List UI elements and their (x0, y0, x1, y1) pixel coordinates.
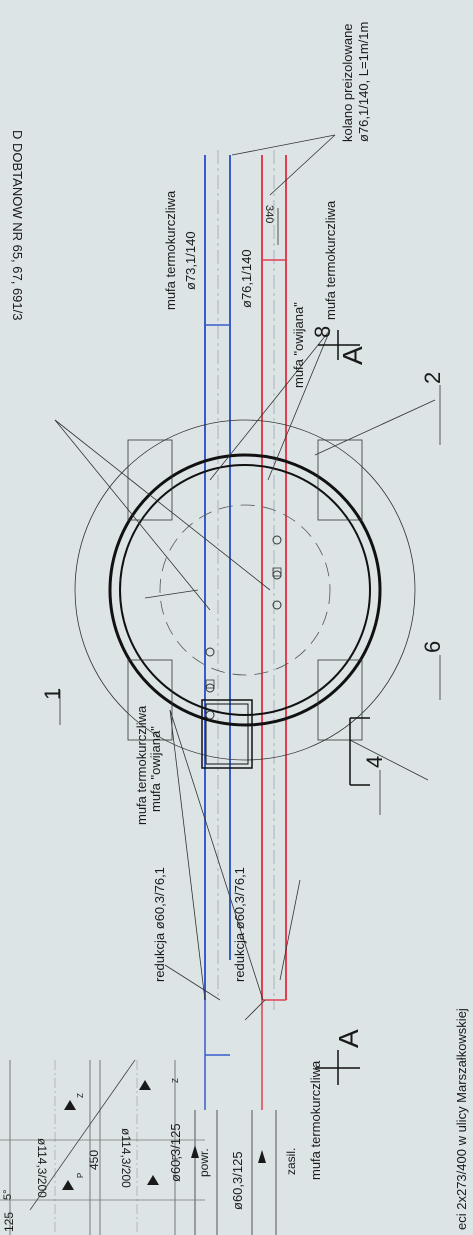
callout-1: 1 (40, 688, 65, 700)
label-dim-450: 450 (87, 1150, 101, 1170)
label-powr: powr. (197, 1148, 211, 1177)
callout-6: 6 (420, 641, 445, 653)
label-mufa-term-right: mufa termokurczliwa (323, 200, 338, 320)
label-pipe-red-spec: ø76,1/140 (239, 249, 254, 308)
label-kolano: kolano preizolowane (340, 23, 355, 142)
label-redukcja-red: redukcja ø60,3/76,1 (232, 867, 247, 982)
reduced-pipes (191, 1110, 277, 1235)
label-mufa-owijana-bottom: mufa "owijana" (148, 726, 163, 812)
label-dim-340: 340 (263, 205, 275, 223)
leader-lines (54, 134, 441, 1021)
label-section-a-bottom: A (333, 1029, 364, 1048)
marker-p-2: P (171, 1155, 180, 1160)
label-main-pipe-2: ø114,3/200 (35, 1138, 49, 1198)
label-mufa-term-left: mufa termokurczliwa (134, 705, 149, 825)
label-angle-5: 5° (2, 1189, 14, 1200)
supply-pipe-red (261, 150, 287, 1110)
label-pipe-small-1: ø60,3/125 (168, 1123, 183, 1182)
chamber (74, 419, 416, 769)
callout-2: 2 (420, 372, 445, 384)
label-zasil: zasil. (284, 1148, 298, 1175)
marker-z-1: Z (76, 1093, 85, 1098)
callout-4: 4 (362, 756, 387, 768)
section-markers (315, 330, 370, 1085)
label-mufa-owijana-top: mufa "owijana" (291, 302, 306, 388)
label-mufa-term-top: mufa termokurczliwa (163, 190, 178, 310)
label-pipe-small-2: ø60,3/125 (230, 1151, 245, 1210)
callout-8: 8 (310, 326, 335, 338)
label-pipe-blue-spec: ø73,1/140 (183, 231, 198, 290)
callout-numbers: 8 2 1 6 4 (40, 326, 445, 768)
bottom-note: eci 2x273/400 w ulicy Marszałkowskiej (454, 1008, 469, 1230)
label-section-a-top: A (337, 346, 368, 365)
label-dim-125: 125 (2, 1212, 16, 1232)
label-main-pipe-1: ø114,3/200 (119, 1128, 133, 1188)
title-fragment: D DOBTANOW NR 65, 67, 691/3 (10, 130, 25, 321)
marker-z-2: Z (171, 1078, 180, 1083)
label-redukcja-blue: redukcja ø60,3/76,1 (152, 867, 167, 982)
return-pipe-blue (204, 150, 231, 1110)
label-mufa-term-left2: mufa termokurczliwa (308, 1060, 323, 1180)
marker-p-1: P (76, 1173, 85, 1178)
label-kolano-spec: ø76,1/140, L=1m/1m (356, 22, 371, 142)
main-pipes (0, 1059, 205, 1235)
labels: kolano preizolowane ø76,1/140, L=1m/1m 3… (2, 22, 371, 1232)
